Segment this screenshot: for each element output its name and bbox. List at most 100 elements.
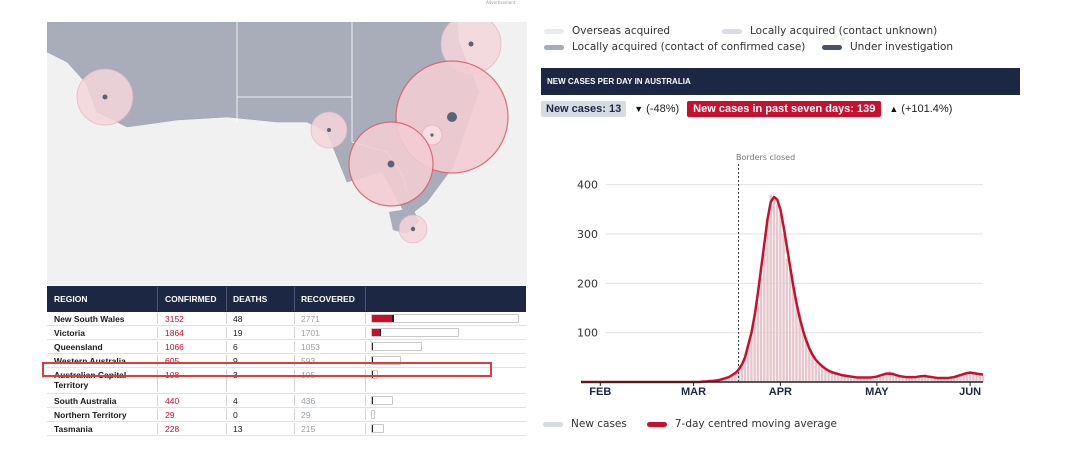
- new-cases-bar: [724, 378, 727, 382]
- new-cases-bar: [901, 376, 904, 382]
- new-cases-bar: [804, 337, 808, 382]
- header-separator: [157, 287, 158, 311]
- table-row[interactable]: New South Wales 3152 48 2771: [47, 312, 526, 326]
- column-separator: [157, 327, 158, 338]
- legend-item-under-investigation: Under investigation: [822, 41, 953, 53]
- nsw-marker: [447, 112, 457, 122]
- legend-label: Locally acquired (contact unknown): [750, 25, 938, 37]
- column-separator: [294, 409, 295, 420]
- wa-marker: [102, 94, 108, 100]
- table-row[interactable]: Queensland 1066 6 1053: [47, 340, 526, 354]
- legend-item-new-cases: New cases: [543, 418, 627, 430]
- new-cases-bar: [759, 278, 763, 382]
- header-confirmed[interactable]: CONFIRMED: [165, 294, 217, 304]
- new-cases-bar: [798, 312, 801, 382]
- new-cases-bar: [814, 362, 817, 382]
- new-cases-bar: [747, 345, 750, 382]
- recovered-cell: 593: [301, 356, 316, 366]
- table-row[interactable]: Western Australia 605 9 593: [47, 354, 526, 368]
- confirmed-cell: 3152: [165, 314, 184, 324]
- new-cases-bar: [766, 219, 769, 382]
- new-cases-bar: [840, 376, 843, 382]
- new-cases-bar: [801, 327, 805, 382]
- recovered-cell: 215: [301, 424, 316, 434]
- column-separator: [365, 327, 366, 338]
- table-row[interactable]: South Australia 440 4 436: [47, 394, 526, 408]
- new-cases-bar: [956, 376, 959, 382]
- new-cases-bar: [885, 373, 888, 382]
- new-cases-bar: [763, 253, 766, 382]
- column-separator: [226, 355, 227, 366]
- region-cell: Western Australia: [54, 356, 126, 366]
- deaths-cell: 13: [233, 424, 243, 434]
- up-arrow-icon: ▲: [889, 104, 899, 114]
- new-cases-bar: [891, 372, 895, 382]
- new-cases-bar: [914, 378, 917, 382]
- column-separator: [157, 423, 158, 434]
- case-bar: [371, 328, 459, 337]
- deaths-fill: [372, 343, 373, 350]
- new-cases-bar: [907, 377, 911, 382]
- new-cases-bar: [721, 379, 724, 382]
- recovered-cell: 29: [301, 410, 311, 420]
- recovered-cell: 2771: [301, 314, 320, 324]
- legend-item-local-unknown: Locally acquired (contact unknown): [722, 25, 937, 37]
- deaths-fill: [380, 329, 381, 336]
- deaths-fill: [392, 315, 394, 322]
- header-separator: [294, 287, 295, 311]
- recovered-cell: 1701: [301, 328, 320, 338]
- column-separator: [365, 423, 366, 434]
- moving-average-line: [581, 195, 984, 384]
- new-cases-bar: [965, 372, 969, 382]
- new-cases-change: (-48%): [646, 103, 680, 115]
- legend-swatch: [822, 44, 842, 50]
- new-cases-bar: [939, 378, 943, 382]
- new-cases-bar: [959, 375, 962, 382]
- column-separator: [226, 395, 227, 406]
- column-separator: [226, 313, 227, 324]
- new-cases-bar: [843, 376, 846, 382]
- column-separator: [365, 409, 366, 420]
- new-cases-bar: [824, 369, 827, 382]
- column-separator: [294, 355, 295, 366]
- new-cases-bar: [856, 377, 859, 382]
- new-cases-bar: [981, 376, 985, 382]
- column-separator: [226, 341, 227, 352]
- new-cases-bar: [772, 199, 776, 382]
- case-bar: [371, 342, 422, 351]
- table-row[interactable]: Tasmania 228 13 215: [47, 422, 526, 436]
- seven-day-badge: New cases in past seven days: 139: [687, 101, 882, 117]
- new-cases-bar: [795, 298, 798, 382]
- new-cases-bar: [875, 378, 879, 382]
- new-cases-bar: [920, 375, 924, 382]
- advertisement-label: Advertisement: [486, 0, 516, 5]
- column-separator: [294, 327, 295, 338]
- new-cases-bar: [933, 378, 936, 382]
- chart-legend: New cases 7-day centred moving average: [543, 418, 837, 430]
- header-recovered[interactable]: RECOVERED: [301, 294, 355, 304]
- x-tick-label: JUN: [959, 386, 981, 398]
- region-cell: Victoria: [54, 328, 86, 338]
- legend-item-local-contact: Locally acquired (contact of confirmed c…: [544, 41, 805, 53]
- new-cases-bar: [830, 373, 834, 382]
- column-separator: [226, 409, 227, 420]
- australia-map: [47, 22, 527, 285]
- new-cases-bar: [817, 364, 821, 382]
- table-row[interactable]: Victoria 1864 19 1701: [47, 326, 526, 340]
- case-bar: [371, 410, 375, 419]
- new-cases-bar: [882, 375, 885, 382]
- active-cases-fill: [372, 315, 393, 322]
- table-row[interactable]: Northern Territory 29 0 29: [47, 408, 526, 422]
- confirmed-cell: 605: [165, 356, 180, 366]
- act-marker: [430, 133, 434, 137]
- new-cases-bar: [972, 373, 975, 382]
- region-cell: Queensland: [54, 342, 103, 352]
- header-region[interactable]: REGION: [54, 294, 88, 304]
- new-cases-bar: [849, 377, 853, 382]
- new-cases-bar: [734, 373, 737, 382]
- header-deaths[interactable]: DEATHS: [233, 294, 268, 304]
- case-bar: [371, 424, 384, 433]
- new-cases-bar: [943, 379, 946, 382]
- column-separator: [226, 327, 227, 338]
- x-tick-label: MAR: [681, 386, 706, 398]
